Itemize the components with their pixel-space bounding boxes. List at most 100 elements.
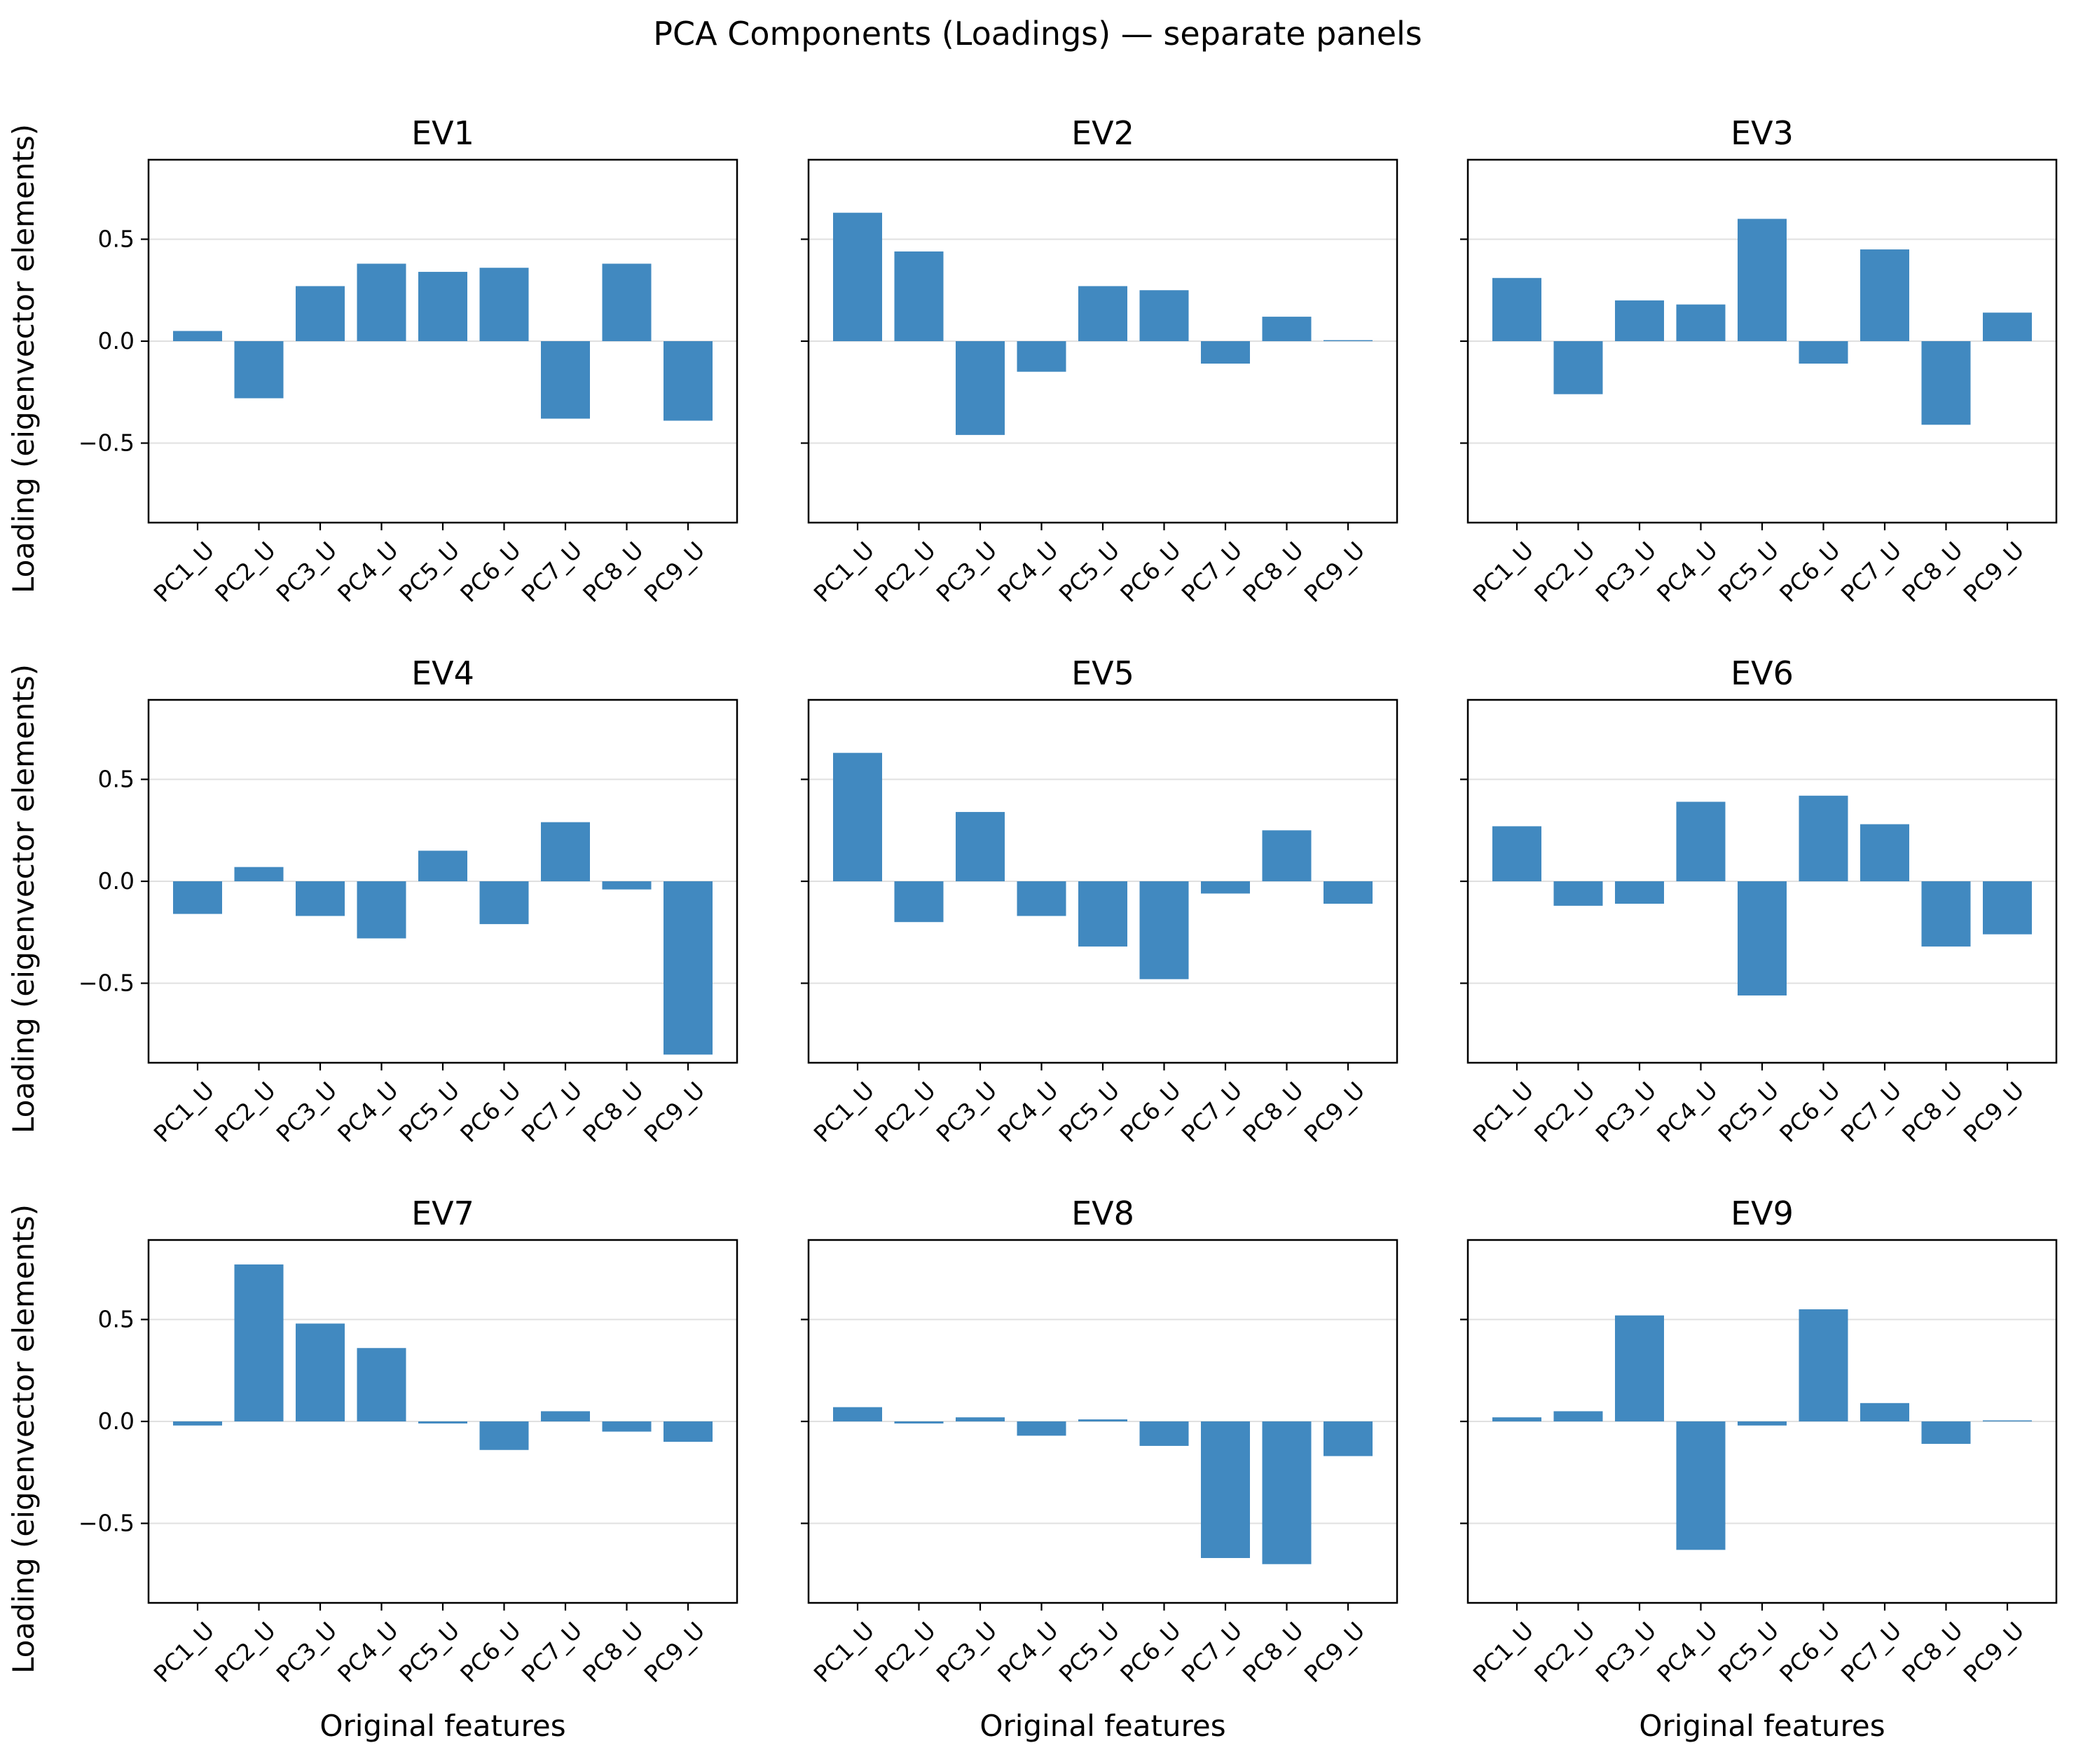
panel-ev1: EV1−0.50.00.5PC1_UPC2_UPC3_UPC4_UPC5_UPC… <box>6 114 738 608</box>
bar-pc2-u <box>234 1264 284 1421</box>
bar-pc3-u <box>296 286 345 341</box>
x-tick-label: PC2_U <box>869 537 941 608</box>
bar-pc3-u <box>956 812 1005 881</box>
bar-pc4-u <box>1017 341 1066 372</box>
bar-pc1-u <box>173 331 222 341</box>
x-tick-label: PC3_U <box>271 1617 343 1688</box>
bar-pc4-u <box>1676 304 1726 341</box>
x-tick-label: PC2_U <box>869 1077 941 1148</box>
x-tick-label: PC9_U <box>1958 537 2030 608</box>
x-tick-label: PC5_U <box>394 537 465 608</box>
x-tick-label: PC3_U <box>931 1617 1003 1688</box>
x-tick-label: PC3_U <box>271 537 343 608</box>
x-tick-label: PC1_U <box>809 537 880 608</box>
panel-ev6: EV6PC1_UPC2_UPC3_UPC4_UPC5_UPC6_UPC7_UPC… <box>1460 654 2058 1148</box>
x-axis-label: Original features <box>979 1709 1225 1743</box>
bar-pc1-u <box>1492 277 1541 341</box>
x-tick-label: PC6_U <box>455 537 526 608</box>
bar-pc9-u <box>664 1421 713 1442</box>
bar-pc5-u <box>1738 219 1787 341</box>
bar-pc5-u <box>1078 1419 1127 1421</box>
x-tick-label: PC9_U <box>1958 1617 2030 1688</box>
x-tick-label: PC2_U <box>209 1077 281 1148</box>
bar-pc5-u <box>1738 881 1787 995</box>
x-tick-label: PC1_U <box>149 1617 220 1688</box>
bar-pc1-u <box>1492 826 1541 881</box>
x-tick-label: PC3_U <box>1590 1077 1662 1148</box>
y-tick-label: 0.5 <box>98 225 135 252</box>
bar-pc5-u <box>418 1421 467 1424</box>
bar-pc9-u <box>1324 340 1373 341</box>
x-tick-label: PC6_U <box>455 1617 526 1688</box>
x-tick-label: PC2_U <box>1529 537 1600 608</box>
x-tick-label: PC5_U <box>1054 1077 1125 1148</box>
bar-pc5-u <box>1078 286 1127 341</box>
y-tick-label: −0.5 <box>78 429 135 457</box>
bar-pc8-u <box>602 263 652 341</box>
x-tick-label: PC1_U <box>809 1617 880 1688</box>
bar-pc2-u <box>234 341 284 399</box>
bar-pc4-u <box>357 263 406 341</box>
x-tick-label: PC6_U <box>1774 1617 1845 1688</box>
x-tick-label: PC4_U <box>1651 537 1723 608</box>
bar-pc2-u <box>1553 341 1603 394</box>
x-tick-label: PC1_U <box>149 537 220 608</box>
figure-title: PCA Components (Loadings) — separate pan… <box>653 15 1422 53</box>
x-tick-label: PC6_U <box>1115 1077 1186 1148</box>
bar-pc4-u <box>357 881 406 939</box>
panel-title: EV7 <box>411 1194 474 1232</box>
bar-pc4-u <box>1676 1421 1726 1550</box>
x-tick-label: PC2_U <box>869 1617 941 1688</box>
y-tick-label: 0.0 <box>98 327 135 354</box>
bar-pc3-u <box>296 1323 345 1421</box>
bar-pc6-u <box>1799 341 1848 364</box>
bar-pc2-u <box>894 881 944 923</box>
x-tick-label: PC5_U <box>394 1617 465 1688</box>
bar-pc8-u <box>1921 1421 1971 1445</box>
panel-title: EV6 <box>1731 654 1794 692</box>
y-tick-label: 0.5 <box>98 765 135 792</box>
x-tick-label: PC4_U <box>992 1617 1064 1688</box>
x-tick-label: PC3_U <box>931 537 1003 608</box>
x-tick-label: PC1_U <box>809 1077 880 1148</box>
x-tick-label: PC8_U <box>1897 1617 1968 1688</box>
x-tick-label: PC3_U <box>1590 537 1662 608</box>
bar-pc4-u <box>1017 881 1066 916</box>
x-tick-label: PC3_U <box>931 1077 1003 1148</box>
bar-pc3-u <box>956 341 1005 435</box>
x-tick-label: PC9_U <box>1299 537 1370 608</box>
bar-pc9-u <box>1983 312 2032 341</box>
x-tick-label: PC4_U <box>992 537 1064 608</box>
y-tick-label: −0.5 <box>78 970 135 997</box>
x-tick-label: PC4_U <box>992 1077 1064 1148</box>
bar-pc1-u <box>173 1421 222 1426</box>
bar-pc8-u <box>1921 881 1971 947</box>
x-tick-label: PC7_U <box>1176 537 1248 608</box>
panel-title: EV8 <box>1071 1194 1134 1232</box>
x-tick-label: PC5_U <box>394 1077 465 1148</box>
x-tick-label: PC5_U <box>1054 1617 1125 1688</box>
x-tick-label: PC7_U <box>1836 537 1907 608</box>
bar-pc5-u <box>1078 881 1127 947</box>
bar-pc2-u <box>1553 1411 1603 1421</box>
bar-pc3-u <box>956 1417 1005 1421</box>
bar-pc8-u <box>1262 317 1312 341</box>
y-tick-label: 0.5 <box>98 1305 135 1332</box>
x-tick-label: PC8_U <box>577 537 649 608</box>
bar-pc3-u <box>1615 1315 1664 1421</box>
bar-pc2-u <box>1553 881 1603 906</box>
panels-grid: EV1−0.50.00.5PC1_UPC2_UPC3_UPC4_UPC5_UPC… <box>6 114 2058 1743</box>
bar-pc8-u <box>602 1421 652 1432</box>
bar-pc8-u <box>1921 341 1971 425</box>
bar-pc9-u <box>664 341 713 421</box>
x-tick-label: PC4_U <box>332 1617 404 1688</box>
x-tick-label: PC1_U <box>1468 537 1539 608</box>
bar-pc5-u <box>1738 1421 1787 1426</box>
bar-pc1-u <box>173 881 222 914</box>
bar-pc7-u <box>1860 824 1909 881</box>
x-tick-label: PC9_U <box>639 537 710 608</box>
bar-pc9-u <box>1324 881 1373 904</box>
panel-ev2: EV2PC1_UPC2_UPC3_UPC4_UPC5_UPC6_UPC7_UPC… <box>801 114 1398 608</box>
bar-pc7-u <box>541 341 590 419</box>
bar-pc7-u <box>1201 341 1250 364</box>
